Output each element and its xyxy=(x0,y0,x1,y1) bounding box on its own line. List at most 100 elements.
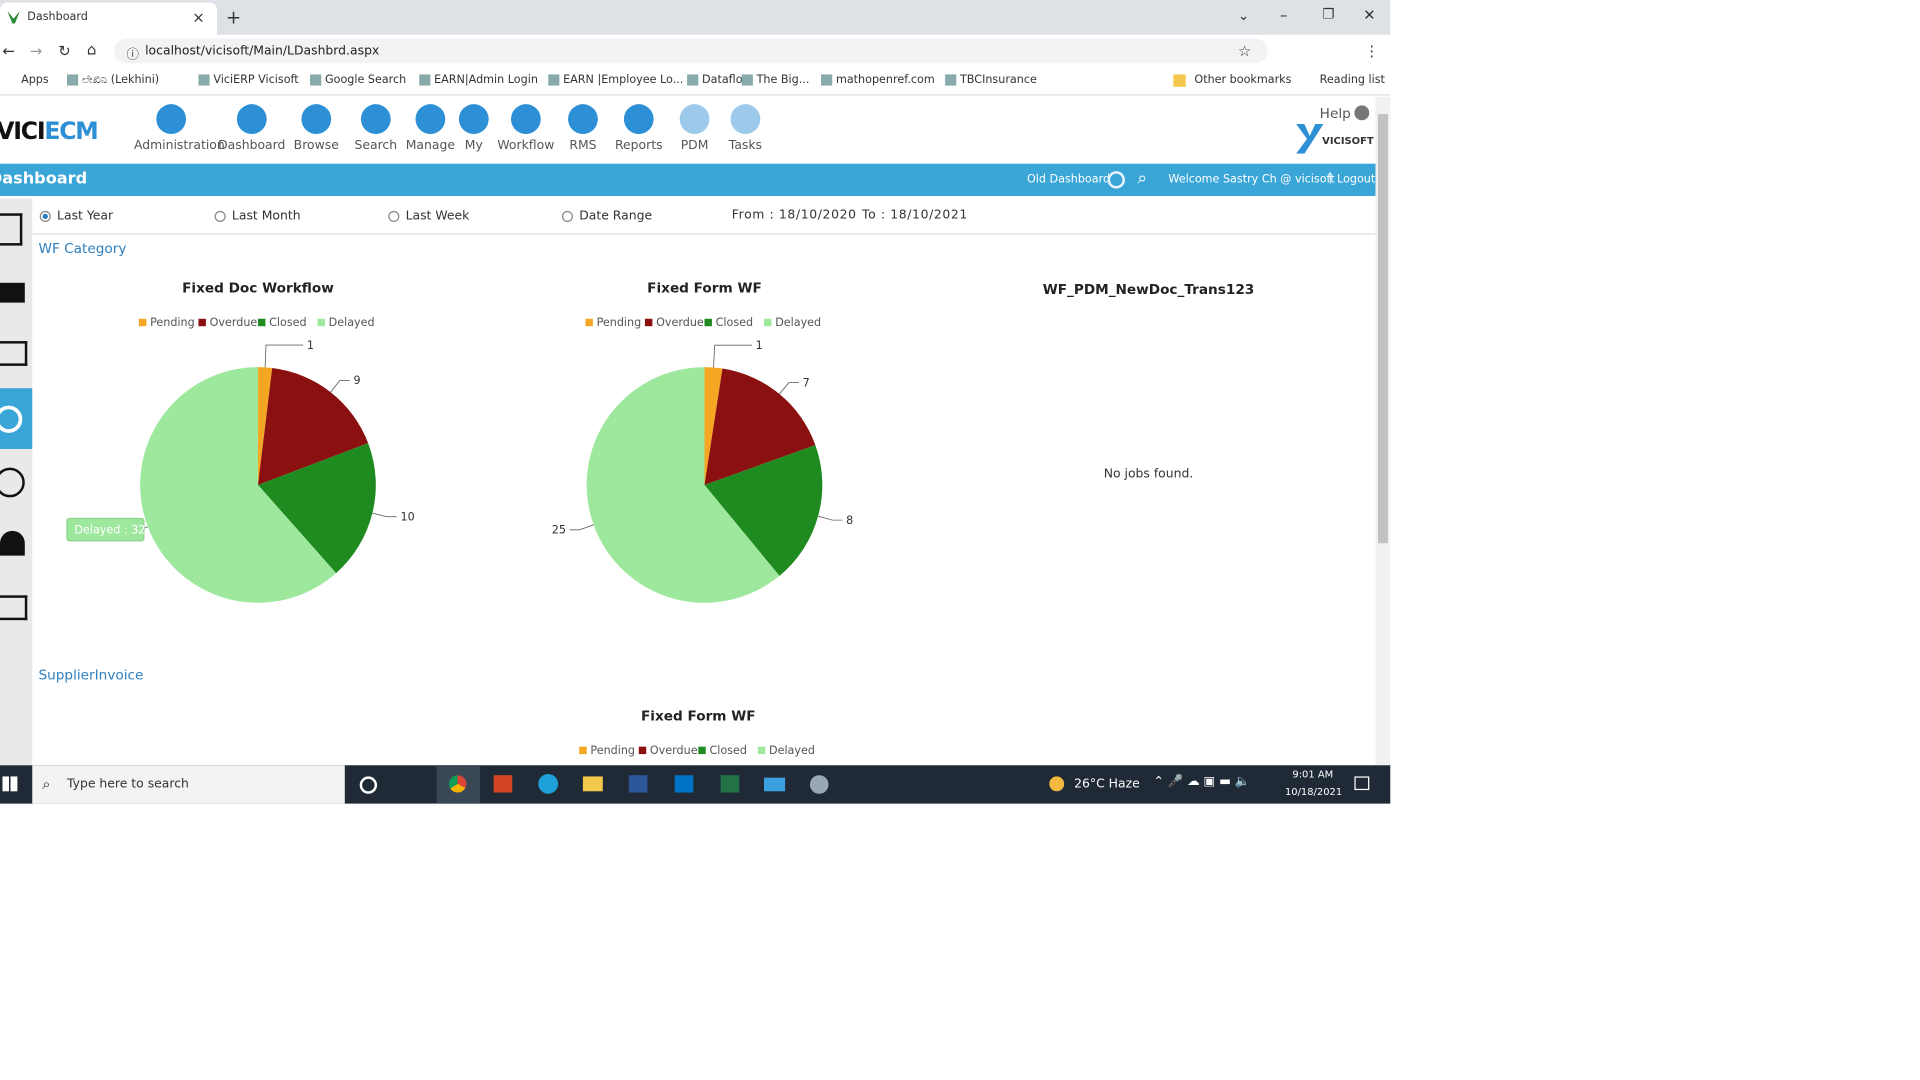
sidebar-icon[interactable] xyxy=(0,341,28,366)
legend-swatch xyxy=(644,318,653,327)
tab-close[interactable]: × xyxy=(192,8,205,27)
search-icon[interactable]: ⌕ xyxy=(1137,168,1148,189)
home[interactable]: ⌂ xyxy=(86,40,97,59)
nav-label[interactable]: PDM xyxy=(680,138,709,153)
nav-item[interactable]: Tasks xyxy=(708,104,782,153)
close[interactable]: ✕ xyxy=(1363,6,1376,24)
word[interactable] xyxy=(628,775,648,793)
start[interactable] xyxy=(2,776,18,792)
sidebar-icon[interactable] xyxy=(0,595,28,621)
forward[interactable]: → xyxy=(29,42,43,60)
taskbar-search[interactable] xyxy=(32,765,345,804)
bookmark[interactable]: The Big... xyxy=(756,74,810,87)
nav-label[interactable]: Administration xyxy=(133,138,225,153)
sidebar-icon[interactable] xyxy=(0,467,25,498)
sidebar-icon[interactable] xyxy=(0,282,25,303)
bookmark[interactable]: Google Search xyxy=(324,74,407,87)
nav-item[interactable]: RMS xyxy=(546,104,620,153)
bookmark[interactable]: EARN |Employee Lo... xyxy=(563,74,684,87)
scroll-thumb[interactable] xyxy=(1377,114,1388,544)
outlook[interactable] xyxy=(674,775,694,793)
bookmark[interactable]: ViciERP Vicisoft xyxy=(213,74,299,87)
radio[interactable] xyxy=(388,210,400,223)
sidebar-icon[interactable] xyxy=(0,213,23,246)
notifications[interactable] xyxy=(1354,776,1370,791)
url[interactable]: localhost/vicisoft/Main/LDashbrd.aspx xyxy=(145,44,380,59)
cortana[interactable] xyxy=(359,776,378,794)
mail[interactable] xyxy=(764,777,786,792)
logout[interactable]: Logout xyxy=(1337,173,1376,187)
help[interactable]: Help xyxy=(1319,105,1351,122)
nav-label[interactable]: Dashboard xyxy=(218,138,286,153)
nav-item[interactable]: Browse xyxy=(279,104,353,153)
bookmark-star[interactable]: ☆ xyxy=(1237,42,1252,60)
chart-title: Fixed Form WF xyxy=(641,709,756,725)
nav-item[interactable]: Manage xyxy=(393,104,467,153)
reload[interactable]: ↻ xyxy=(58,42,71,60)
nav-item[interactable]: Workflow xyxy=(489,104,563,153)
separator: | xyxy=(1328,172,1333,185)
new-tab[interactable]: + xyxy=(225,6,242,29)
nav-icon xyxy=(156,104,187,134)
leader-line xyxy=(779,382,799,395)
tab-search[interactable]: ⌄ xyxy=(1237,7,1250,24)
bookmark[interactable]: Datafloe xyxy=(702,74,750,87)
radio-label[interactable]: Last Month xyxy=(231,209,301,224)
search-icon: ⌕ xyxy=(42,775,51,793)
legend-swatch xyxy=(704,318,712,327)
legend-swatch xyxy=(585,318,593,327)
radio-label[interactable]: Last Year xyxy=(57,209,114,224)
nav-label[interactable]: Search xyxy=(354,138,398,153)
nav-item[interactable]: Reports xyxy=(602,104,676,153)
info-icon[interactable]: ⓘ xyxy=(126,48,139,63)
radio[interactable] xyxy=(39,210,51,223)
nav-item[interactable]: PDM xyxy=(657,104,731,153)
radio[interactable] xyxy=(214,210,226,223)
nav-label[interactable]: Tasks xyxy=(728,138,763,153)
old-dashboard-icon[interactable] xyxy=(1107,171,1125,189)
tab[interactable] xyxy=(0,2,218,35)
nav-label[interactable]: Reports xyxy=(614,138,663,153)
leader-line xyxy=(713,344,752,368)
pie-slice xyxy=(704,445,823,576)
nav-label[interactable]: RMS xyxy=(569,138,597,153)
powerpoint[interactable] xyxy=(493,775,513,793)
bookmark[interactable]: EARN|Admin Login xyxy=(434,74,538,87)
radio-label[interactable]: Date Range xyxy=(579,209,653,224)
nav-item[interactable]: Search xyxy=(339,104,413,153)
bookmark[interactable]: mathopenref.com xyxy=(835,74,935,87)
nav-item[interactable]: Administration xyxy=(134,104,225,153)
bookmark[interactable]: ಲೇಖಿನಿ (Lekhini) xyxy=(81,74,160,87)
sidebar-icon[interactable] xyxy=(0,530,25,556)
edge[interactable] xyxy=(538,773,559,794)
help-icon[interactable] xyxy=(1354,105,1370,121)
nav-item[interactable]: Dashboard xyxy=(215,104,289,153)
address-bar[interactable] xyxy=(114,38,1268,64)
nav-label[interactable]: Manage xyxy=(405,138,456,153)
radio[interactable] xyxy=(561,210,574,223)
taskbar-search-text[interactable]: Type here to search xyxy=(66,777,189,792)
nav-label[interactable]: My xyxy=(464,138,483,153)
tray-icons[interactable]: ⌃ 🎤 ☁ ▣ ▬ 🔈 xyxy=(1153,775,1251,789)
restore[interactable]: ❐ xyxy=(1322,6,1335,23)
back[interactable]: ← xyxy=(2,42,15,60)
pie-slice xyxy=(257,367,273,485)
excel[interactable] xyxy=(720,775,740,793)
app-icon[interactable] xyxy=(809,775,829,794)
other-bookmarks[interactable]: Other bookmarks xyxy=(1194,74,1292,87)
menu[interactable]: ⋮ xyxy=(1364,42,1380,60)
bookmark[interactable]: TBCInsurance xyxy=(959,74,1037,87)
minimize[interactable]: – xyxy=(1279,6,1288,24)
logo-a: VICI xyxy=(0,117,46,146)
weather[interactable]: 26°C Haze xyxy=(1074,777,1140,792)
nav-label[interactable]: Workflow xyxy=(497,138,555,153)
radio-label[interactable]: Last Week xyxy=(405,209,470,224)
sidebar-icon[interactable] xyxy=(0,405,23,433)
bookmark[interactable]: Apps xyxy=(21,74,49,87)
nav-item[interactable]: My xyxy=(437,104,511,153)
reading-list[interactable]: Reading list xyxy=(1319,74,1385,87)
old-dashboard[interactable]: Old Dashboard xyxy=(1026,173,1111,187)
nav-label[interactable]: Browse xyxy=(293,138,339,153)
explorer[interactable] xyxy=(582,776,603,792)
chrome[interactable] xyxy=(448,775,467,793)
